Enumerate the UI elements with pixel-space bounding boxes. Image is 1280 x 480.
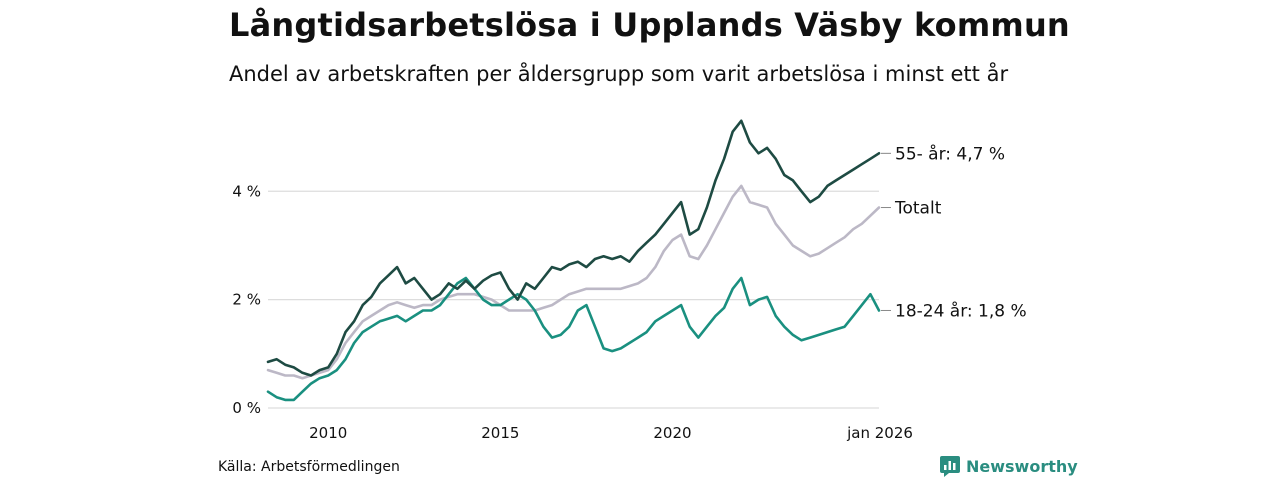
y-tick-label: 4 % bbox=[232, 182, 261, 200]
x-tick-label: jan 2026 bbox=[846, 424, 913, 442]
series-end-label-total: Totalt bbox=[894, 199, 942, 219]
series-end-label-age55: 55- år: 4,7 % bbox=[895, 143, 1005, 164]
y-tick-label: 2 % bbox=[232, 291, 261, 309]
newsworthy-logo-icon bbox=[940, 456, 960, 477]
chart-subtitle: Andel av arbetskraften per åldersgrupp s… bbox=[229, 62, 1009, 86]
chart-title: Långtidsarbetslösa i Upplands Väsby komm… bbox=[229, 6, 1070, 44]
grid-layer bbox=[268, 190, 879, 409]
series-end-label-age18_24: 18-24 år: 1,8 % bbox=[895, 300, 1027, 321]
series-line-age55 bbox=[266, 119, 881, 377]
brand-logo[interactable]: Newsworthy bbox=[939, 455, 1078, 477]
series-line-total bbox=[266, 184, 881, 380]
brand-name: Newsworthy bbox=[966, 456, 1078, 476]
series-line-age18_24 bbox=[266, 276, 881, 402]
label-layer: 0 % 2 % 4 % 2010 2015 2020 jan 2026 55- år: 4,7… bbox=[232, 143, 1026, 442]
x-tick-label: 2015 bbox=[481, 424, 519, 442]
y-tick-label: 0 % bbox=[232, 399, 261, 417]
source-note: Källa: Arbetsförmedlingen bbox=[218, 459, 400, 475]
x-tick-label: 2020 bbox=[653, 424, 691, 442]
series-layer bbox=[266, 119, 881, 402]
x-tick-label: 2010 bbox=[309, 424, 347, 442]
